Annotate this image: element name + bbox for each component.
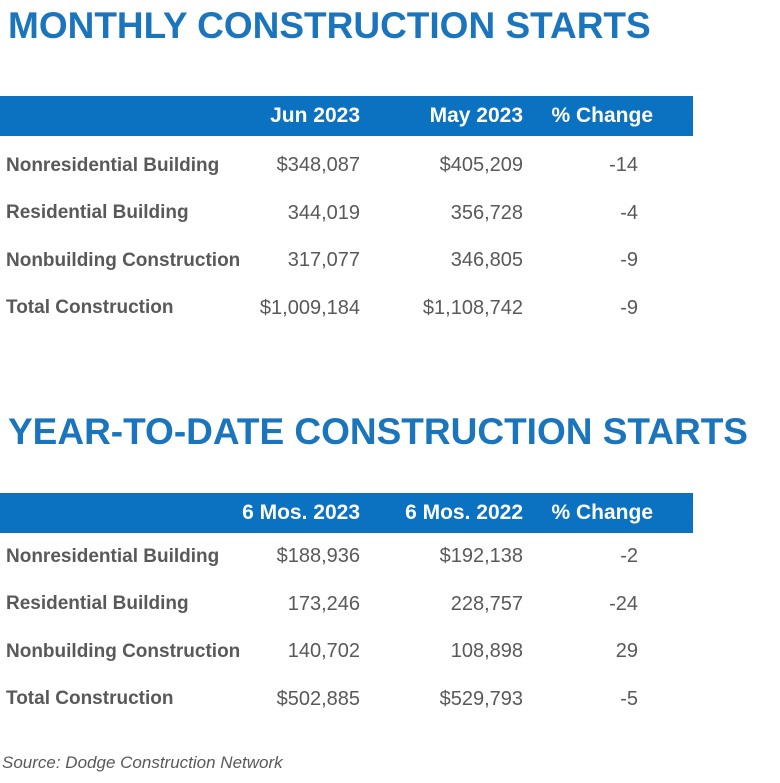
pct-change-value: -4	[620, 201, 638, 224]
pct-change-value: -5	[620, 687, 638, 710]
monthly-title: MONTHLY CONSTRUCTION STARTS	[8, 5, 651, 46]
row-label: Total Construction	[6, 688, 174, 710]
table-row: Total Construction $1,009,184 $1,108,742…	[0, 285, 693, 333]
ytd-header-row: 6 Mos. 2023 6 Mos. 2022 % Change	[0, 493, 693, 533]
row-label: Nonresidential Building	[6, 545, 220, 567]
ytd-header-blank	[0, 493, 240, 533]
table-row: Residential Building 344,019 356,728 -4	[0, 190, 693, 238]
pct-change-value: -2	[620, 545, 638, 568]
jun-value: $1,009,184	[259, 296, 360, 319]
monthly-table: Jun 2023 May 2023 % Change Nonresidentia…	[0, 96, 693, 332]
ytd-header-6mos-2022: 6 Mos. 2022	[405, 501, 523, 524]
ytd-2022-value: $529,793	[439, 687, 523, 710]
table-row: Nonresidential Building $188,936 $192,13…	[0, 533, 693, 581]
may-value: 356,728	[450, 201, 523, 224]
monthly-header-row: Jun 2023 May 2023 % Change	[0, 96, 693, 136]
jun-value: 344,019	[287, 201, 360, 224]
table-row: Total Construction $502,885 $529,793 -5	[0, 676, 693, 724]
monthly-header-pct-change: % Change	[551, 104, 653, 127]
row-label: Residential Building	[6, 593, 189, 615]
ytd-2022-value: 108,898	[450, 640, 523, 663]
may-value: 346,805	[450, 249, 523, 272]
row-label: Residential Building	[6, 202, 189, 224]
jun-value: $348,087	[276, 154, 360, 177]
row-label: Nonresidential Building	[6, 154, 220, 176]
ytd-title: YEAR-TO-DATE CONSTRUCTION STARTS	[8, 411, 748, 452]
pct-change-value: -9	[620, 249, 638, 272]
table-row: Nonresidential Building $348,087 $405,20…	[0, 142, 693, 190]
ytd-2022-value: 228,757	[450, 592, 523, 615]
monthly-header-may-2023: May 2023	[429, 104, 523, 127]
pct-change-value: -9	[620, 296, 638, 319]
ytd-2023-value: $502,885	[276, 687, 360, 710]
ytd-header-pct-change: % Change	[551, 501, 653, 524]
row-label: Total Construction	[6, 297, 174, 319]
ytd-header-6mos-2023: 6 Mos. 2023	[242, 501, 360, 524]
table-row: Nonbuilding Construction 140,702 108,898…	[0, 628, 693, 676]
ytd-2022-value: $192,138	[439, 545, 523, 568]
table-row: Nonbuilding Construction 317,077 346,805…	[0, 237, 693, 285]
table-row: Residential Building 173,246 228,757 -24	[0, 581, 693, 629]
pct-change-value: -14	[609, 154, 638, 177]
monthly-header-blank	[0, 96, 240, 136]
ytd-2023-value: 173,246	[287, 592, 360, 615]
jun-value: 317,077	[287, 249, 360, 272]
ytd-2023-value: $188,936	[276, 545, 360, 568]
row-label: Nonbuilding Construction	[6, 249, 241, 271]
row-label: Nonbuilding Construction	[6, 640, 241, 662]
ytd-table: 6 Mos. 2023 6 Mos. 2022 % Change Nonresi…	[0, 493, 693, 723]
ytd-2023-value: 140,702	[287, 640, 360, 663]
monthly-header-jun-2023: Jun 2023	[270, 104, 360, 127]
pct-change-value: -24	[609, 592, 638, 615]
may-value: $405,209	[439, 154, 523, 177]
source-attribution: Source: Dodge Construction Network	[2, 753, 283, 772]
may-value: $1,108,742	[422, 296, 523, 319]
pct-change-value: 29	[615, 640, 638, 663]
